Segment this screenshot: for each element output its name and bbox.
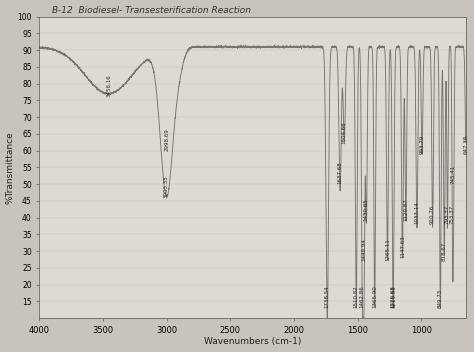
Text: 647.38: 647.38 xyxy=(464,135,468,154)
X-axis label: Wavenumbers (cm-1): Wavenumbers (cm-1) xyxy=(204,338,301,346)
Text: 2998.69: 2998.69 xyxy=(164,128,169,151)
Text: 910.76: 910.76 xyxy=(430,205,435,224)
Text: 1738.54: 1738.54 xyxy=(325,285,330,308)
Text: 1604.66: 1604.66 xyxy=(342,121,346,144)
Text: 1265.11: 1265.11 xyxy=(385,238,390,261)
Text: 1147.63: 1147.63 xyxy=(400,235,405,258)
Text: B-12  Biodiesel- Transesterification Reaction: B-12 Biodiesel- Transesterification Reac… xyxy=(52,6,251,14)
Text: 793.37: 793.37 xyxy=(445,205,450,224)
Text: 3003.35: 3003.35 xyxy=(164,175,169,197)
Text: 1637.68: 1637.68 xyxy=(337,161,343,184)
Text: 818.67: 818.67 xyxy=(442,242,447,261)
Text: 3456.16: 3456.16 xyxy=(106,74,111,97)
Text: 1430.65: 1430.65 xyxy=(364,198,369,221)
Text: 1449.94: 1449.94 xyxy=(361,238,366,261)
Text: 993.79: 993.79 xyxy=(419,135,424,154)
Text: 745.41: 745.41 xyxy=(451,165,456,184)
Text: 1462.86: 1462.86 xyxy=(360,285,365,308)
Text: 1365.90: 1365.90 xyxy=(372,285,377,308)
Text: 1120.87: 1120.87 xyxy=(403,198,408,221)
Text: 1510.82: 1510.82 xyxy=(354,285,359,308)
Y-axis label: %Transmittance: %Transmittance xyxy=(6,131,15,204)
Text: 1033.14: 1033.14 xyxy=(414,202,419,224)
Text: 1220.68: 1220.68 xyxy=(391,285,396,308)
Text: 1215.53: 1215.53 xyxy=(391,285,396,308)
Text: 753.37: 753.37 xyxy=(450,205,455,224)
Text: 849.73: 849.73 xyxy=(438,289,443,308)
